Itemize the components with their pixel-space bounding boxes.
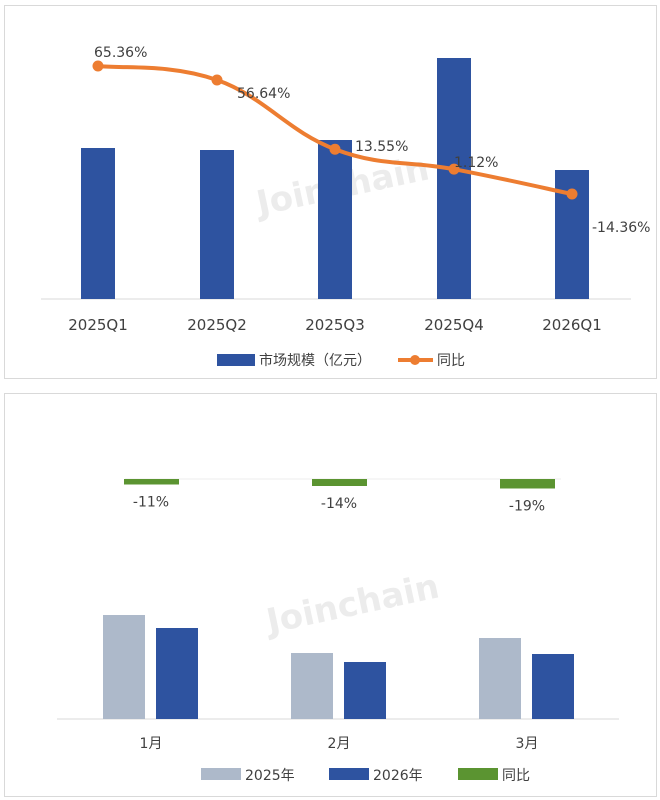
yoy-marker: [211, 74, 223, 86]
quarterly-chart-panel: Joinchain 2025Q12025Q22025Q32025Q42026Q1…: [4, 5, 657, 379]
x-tick-label: 2月: [328, 736, 351, 752]
yoy-marker: [329, 143, 341, 155]
legend-label-2025: 2025年: [245, 768, 295, 784]
yoy-data-label: -14%: [321, 496, 357, 512]
x-tick-label: 3月: [516, 736, 539, 752]
monthly-market-chart: Joinchain 1月 -11% 2月 -14% 3月 -19% 2025年 2026年…: [57, 478, 619, 784]
yoy-marker: [92, 60, 104, 72]
legend-label-market-size: 市场规模（亿元）: [259, 352, 371, 369]
x-tick-label: 1月: [140, 736, 163, 752]
legend-label-2026: 2026年: [373, 768, 423, 784]
legend-swatch-yoy-marker: [410, 355, 420, 365]
legend: 市场规模（亿元） 同比: [217, 352, 465, 369]
x-tick-label: 2025Q2: [187, 316, 247, 334]
bar-2025Q2: [200, 150, 234, 299]
bar-2025-3月: [479, 638, 521, 719]
quarterly-market-chart: Joinchain 2025Q12025Q22025Q32025Q42026Q1…: [41, 45, 650, 369]
legend-label-yoy: 同比: [502, 768, 530, 784]
yoy-data-label: 65.36%: [94, 45, 147, 61]
yoy-data-label: -19%: [509, 499, 545, 515]
bar-2026-1月: [156, 628, 198, 719]
legend-label-yoy: 同比: [437, 353, 465, 369]
bar-2026-3月: [532, 654, 574, 719]
legend-swatch-2026: [329, 768, 369, 780]
x-tick-label: 2026Q1: [542, 316, 602, 334]
monthly-chart-panel: Joinchain 1月 -11% 2月 -14% 3月 -19% 2025年 2026年…: [4, 393, 657, 797]
bar-2025-2月: [291, 653, 333, 719]
yoy-bar-3月: [500, 479, 555, 489]
bar-2025-1月: [103, 615, 145, 719]
x-tick-label: 2025Q1: [68, 316, 128, 334]
yoy-data-label: -14.36%: [592, 220, 650, 236]
legend: 2025年 2026年 同比: [201, 768, 530, 784]
legend-swatch-market-size: [217, 354, 255, 366]
yoy-data-label: 1.12%: [454, 155, 498, 171]
bar-2025Q3: [318, 140, 352, 299]
yoy-data-label: -11%: [133, 495, 169, 511]
legend-swatch-2025: [201, 768, 241, 780]
watermark: Joinchain: [261, 567, 442, 643]
legend-swatch-yoy: [458, 768, 498, 780]
yoy-data-label: 56.64%: [237, 86, 290, 102]
x-tick-label: 2025Q3: [305, 316, 365, 334]
bar-2025Q4: [437, 58, 471, 299]
bar-2026-2月: [344, 662, 386, 719]
yoy-bar-2月: [312, 479, 367, 486]
yoy-data-label: 13.55%: [355, 139, 408, 155]
bar-2025Q1: [81, 148, 115, 299]
yoy-marker: [566, 188, 578, 200]
x-tick-label: 2025Q4: [424, 316, 484, 334]
yoy-marker: [448, 163, 460, 175]
yoy-bar-1月: [124, 479, 179, 485]
